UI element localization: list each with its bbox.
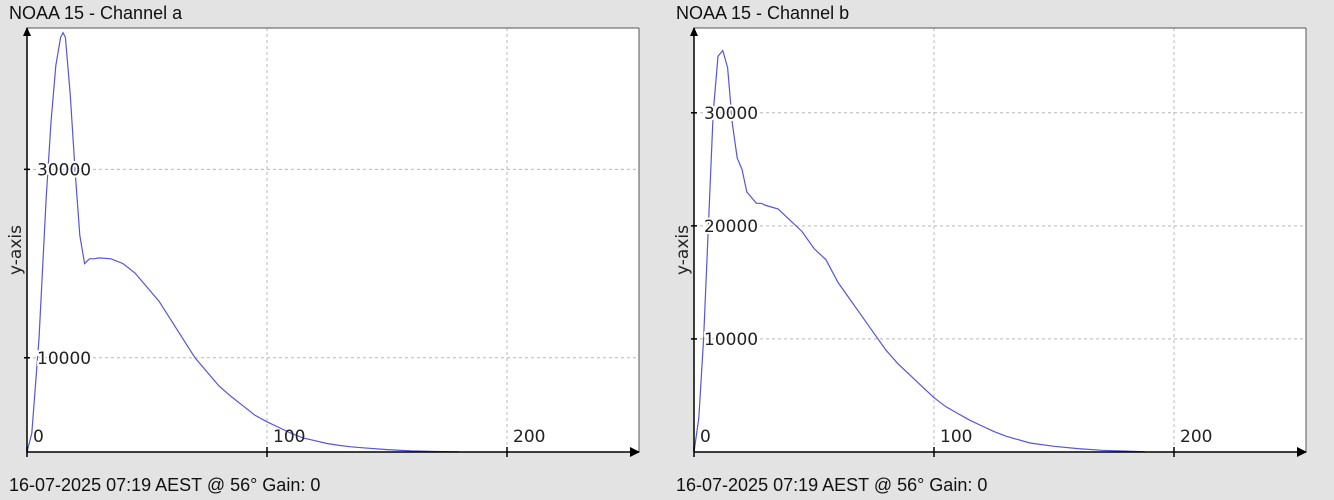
pass-info-footer: 16-07-2025 07:19 AEST @ 56° Gain: 0 [676, 475, 988, 495]
y-axis-arrow [690, 27, 698, 36]
x-tick-label: 200 [1180, 427, 1212, 447]
series-line [693, 49, 1146, 453]
y-tick-label: 20000 [704, 217, 758, 237]
y-tick-label: 30000 [704, 104, 758, 124]
pass-info-footer: 16-07-2025 07:19 AEST @ 56° Gain: 0 [9, 475, 321, 495]
x-tick-label: 100 [273, 427, 305, 447]
chart-title: NOAA 15 - Channel b [676, 3, 850, 23]
y-tick-label: 10000 [37, 349, 91, 369]
chart-panel-channel-a: NOAA 15 - Channel a 0 100 200 10000 30000 y-a… [6, 3, 640, 495]
y-axis-label: y-axis [6, 225, 26, 275]
chart-plot: 0 100 200 10000 20000 30000 y-axis [673, 27, 1307, 457]
y-tick-label: 10000 [704, 330, 758, 350]
y-tick-label: 30000 [37, 160, 91, 180]
x-axis-arrow [1297, 447, 1307, 457]
x-axis-arrow [630, 447, 640, 457]
plot-area [27, 28, 639, 452]
plot-area [694, 28, 1306, 452]
x-tick-label: 0 [33, 427, 44, 447]
chart-plot: 0 100 200 10000 30000 y-axis [6, 27, 640, 457]
series-line [26, 31, 460, 453]
chart-title: NOAA 15 - Channel a [9, 3, 183, 23]
x-tick-label: 0 [700, 427, 711, 447]
x-tick-label: 200 [513, 427, 545, 447]
x-tick-label: 100 [940, 427, 972, 447]
y-axis-label: y-axis [673, 225, 693, 275]
chart-panel-channel-b: NOAA 15 - Channel b 0 100 200 10000 20000 300… [667, 0, 1334, 500]
y-axis-arrow [23, 27, 31, 36]
